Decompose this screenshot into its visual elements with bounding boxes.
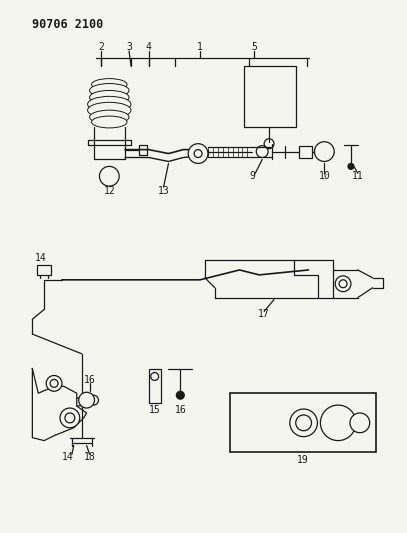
Circle shape — [320, 405, 356, 441]
Text: 19: 19 — [297, 455, 309, 465]
Circle shape — [188, 144, 208, 164]
Bar — [149, 369, 161, 403]
Ellipse shape — [88, 96, 131, 112]
Circle shape — [315, 142, 334, 161]
Text: 14: 14 — [62, 453, 74, 462]
Text: 16: 16 — [84, 375, 96, 385]
Text: 9: 9 — [249, 171, 255, 181]
Circle shape — [89, 395, 98, 405]
Circle shape — [99, 166, 119, 186]
Text: 4: 4 — [146, 42, 152, 52]
Text: 11: 11 — [352, 171, 364, 181]
Text: 13: 13 — [158, 186, 169, 196]
Text: 14: 14 — [34, 253, 46, 263]
Circle shape — [79, 392, 94, 408]
Text: 16: 16 — [175, 405, 186, 415]
Text: 17: 17 — [258, 309, 270, 319]
Text: 10: 10 — [318, 171, 330, 181]
Text: 18: 18 — [84, 453, 96, 462]
Text: 12: 12 — [103, 186, 115, 196]
Text: 1: 1 — [197, 42, 203, 52]
Text: 2: 2 — [98, 42, 104, 52]
Text: 90706 2100: 90706 2100 — [33, 19, 104, 31]
Bar — [299, 146, 313, 158]
Circle shape — [348, 164, 354, 169]
Bar — [230, 393, 376, 453]
Text: 3: 3 — [126, 42, 132, 52]
Circle shape — [60, 408, 80, 428]
Text: 15: 15 — [149, 405, 160, 415]
Circle shape — [335, 276, 351, 292]
Ellipse shape — [88, 102, 131, 118]
Ellipse shape — [92, 92, 126, 105]
Ellipse shape — [90, 91, 129, 104]
Text: 5: 5 — [252, 42, 257, 52]
Ellipse shape — [92, 78, 127, 91]
Ellipse shape — [90, 110, 129, 124]
Ellipse shape — [92, 116, 127, 128]
Circle shape — [290, 409, 317, 437]
Ellipse shape — [90, 84, 129, 98]
Ellipse shape — [92, 85, 127, 100]
Circle shape — [350, 413, 370, 433]
Circle shape — [176, 391, 184, 399]
Bar — [245, 66, 296, 127]
Circle shape — [46, 375, 62, 391]
Bar — [37, 265, 51, 275]
